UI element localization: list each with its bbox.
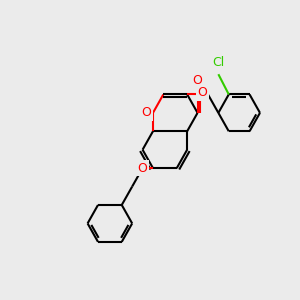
Text: O: O [197,86,207,99]
Text: O: O [137,162,147,175]
Text: Cl: Cl [212,56,224,69]
Text: O: O [142,106,152,119]
Text: O: O [193,74,202,87]
